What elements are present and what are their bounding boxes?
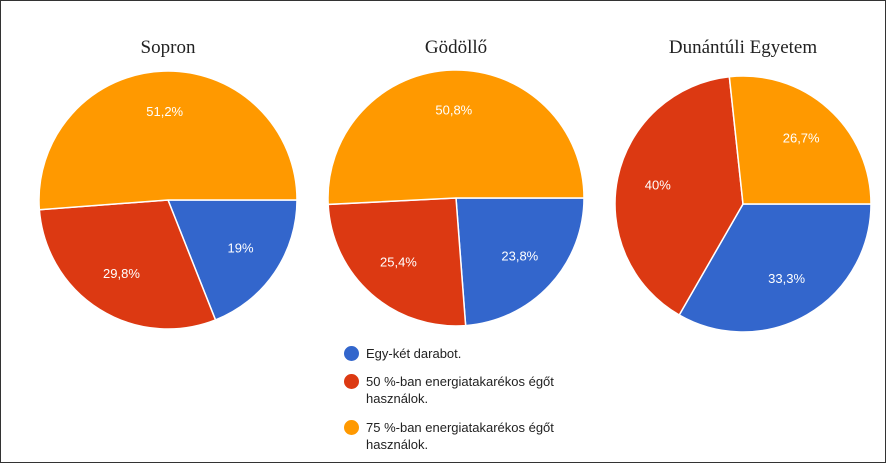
legend-label: Egy-két darabot. — [366, 346, 462, 361]
slice-label: 25,4% — [380, 255, 417, 270]
slice-label: 33,3% — [768, 271, 805, 286]
slice-label: 51,2% — [146, 104, 183, 119]
pie-slice — [166, 199, 298, 321]
legend-label: 50 %-ban energiatakarékos égőt használok… — [366, 374, 554, 406]
legend-swatch — [344, 420, 359, 435]
pie-slice — [327, 197, 467, 327]
chart-title: Sopron — [141, 37, 196, 58]
slice-label: 29,8% — [103, 266, 140, 281]
slice-label: 23,8% — [501, 249, 538, 264]
chart-title: Dunántúli Egyetem — [669, 37, 817, 58]
legend-swatch — [344, 374, 359, 389]
slice-label: 40% — [645, 178, 671, 193]
slice-label: 50,8% — [435, 102, 472, 117]
legend-item: 75 %-ban energiatakarékos égőt használok… — [344, 419, 592, 453]
slice-label: 19% — [228, 241, 254, 256]
pie-slice — [678, 203, 872, 333]
legend-item: 50 %-ban energiatakarékos égőt használok… — [344, 373, 592, 407]
pie-slice — [38, 70, 298, 211]
pie-slice — [728, 75, 872, 205]
legend-item: Egy-két darabot. — [344, 345, 592, 362]
chart-title: Gödöllő — [425, 37, 487, 58]
pie-slice — [38, 199, 217, 330]
slice-label: 26,7% — [783, 131, 820, 146]
pie-slice — [614, 75, 744, 317]
legend-swatch — [344, 346, 359, 361]
pie-slice — [455, 197, 585, 327]
pie-slice — [327, 69, 585, 206]
legend-label: 75 %-ban energiatakarékos égőt használok… — [366, 420, 554, 452]
